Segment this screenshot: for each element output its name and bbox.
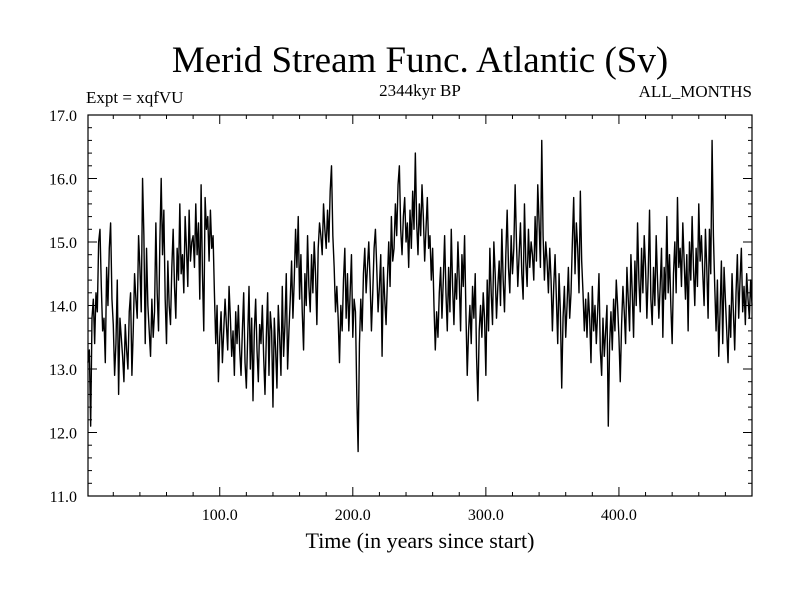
x-tick-label: 100.0: [202, 507, 238, 524]
series-line: [87, 139, 753, 453]
y-axis-tick-labels: 11.0 12.0 13.0 14.0 15.0 16.0 17.0: [49, 108, 77, 506]
y-tick-label: 11.0: [50, 489, 77, 506]
y-tick-label: 13.0: [49, 362, 77, 379]
chart-title: Merid Stream Func. Atlantic (Sv): [172, 40, 668, 81]
x-tick-label: 300.0: [468, 507, 504, 524]
period-label: 2344kyr BP: [379, 81, 461, 100]
x-axis-tick-labels: 100.0 200.0 300.0 400.0: [202, 507, 637, 524]
y-tick-label: 17.0: [49, 108, 77, 125]
x-axis-label: Time (in years since start): [306, 528, 535, 553]
axis-ticks: [88, 114, 753, 497]
y-tick-label: 15.0: [49, 235, 77, 252]
months-label: ALL_MONTHS: [639, 82, 752, 101]
x-tick-label: 400.0: [601, 507, 637, 524]
y-tick-label: 14.0: [49, 299, 77, 316]
x-tick-label: 200.0: [335, 507, 371, 524]
y-tick-label: 12.0: [49, 426, 77, 443]
experiment-label: Expt = xqfVU: [86, 88, 183, 107]
y-tick-label: 16.0: [49, 172, 77, 189]
